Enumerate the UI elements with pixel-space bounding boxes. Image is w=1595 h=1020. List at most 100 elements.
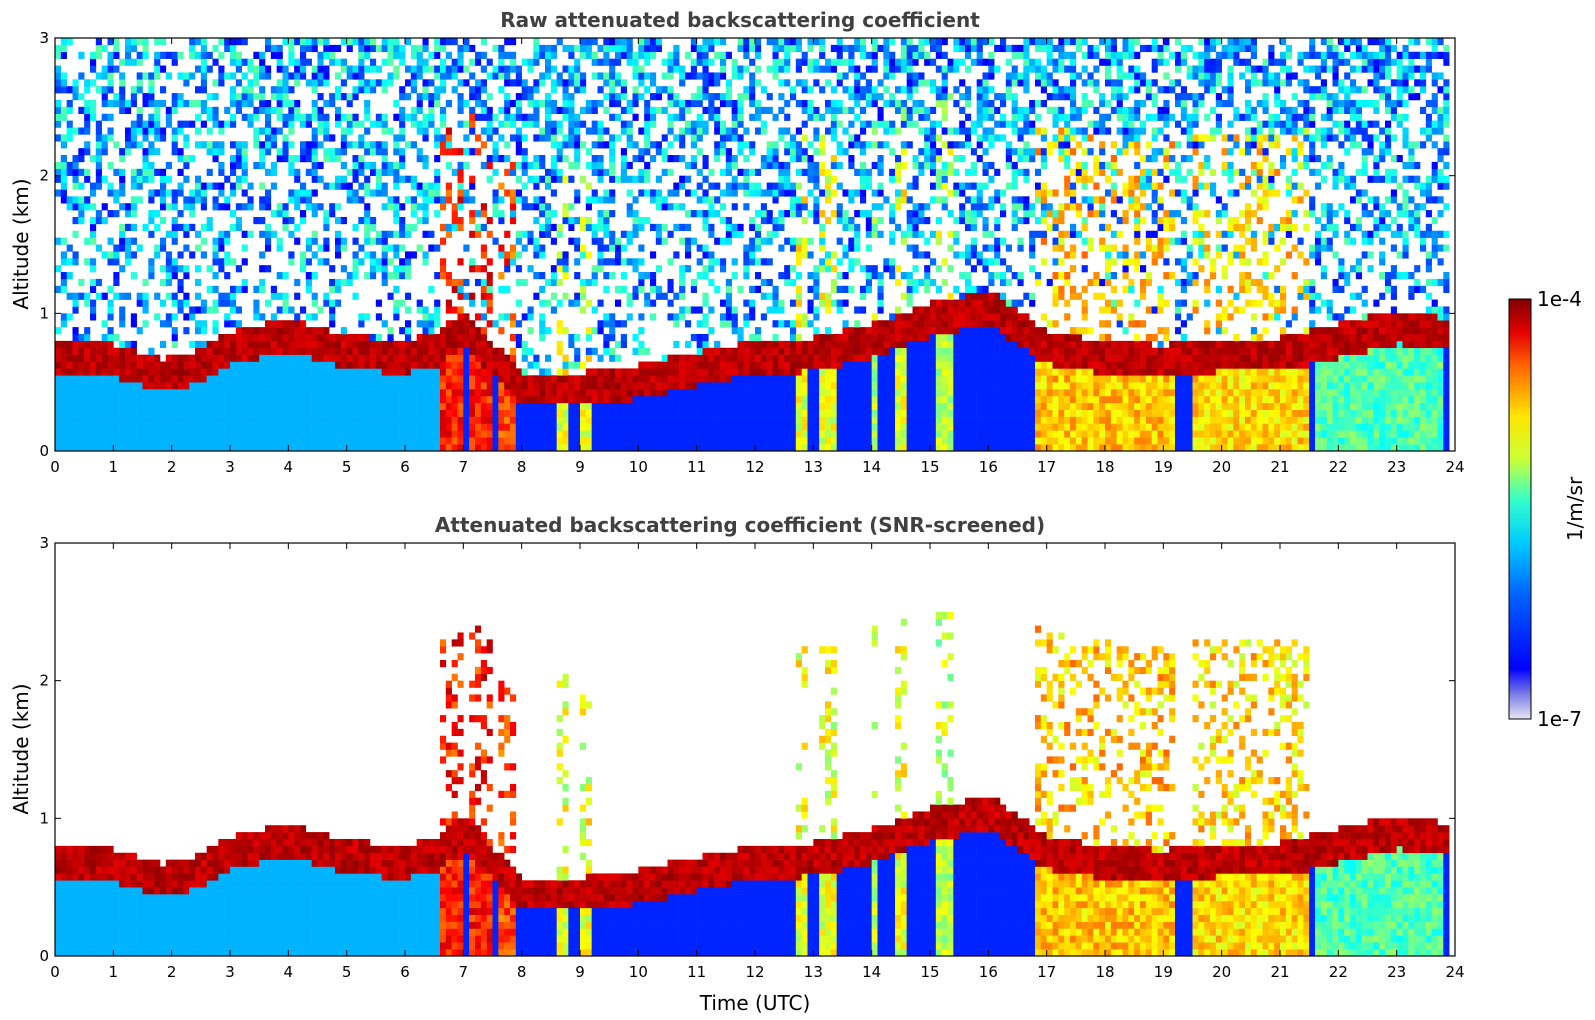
heatmap-cell [323, 79, 330, 87]
heatmap-cell [580, 292, 587, 300]
heatmap-cell [230, 44, 237, 53]
heatmap-cell [410, 44, 417, 53]
heatmap-cell [702, 395, 709, 404]
heatmap-cell [755, 237, 762, 245]
heatmap-cell [574, 437, 581, 445]
heatmap-cell [410, 354, 417, 362]
heatmap-cell [370, 265, 377, 273]
heatmap-cell [276, 127, 283, 135]
heatmap-cell [475, 389, 482, 397]
heatmap-cell [504, 106, 511, 115]
heatmap-cell [475, 382, 482, 390]
heatmap-cell [300, 437, 307, 445]
heatmap-cell [568, 299, 575, 307]
heatmap-cell [778, 375, 785, 383]
heatmap-cell [819, 258, 826, 266]
heatmap-cell [725, 395, 732, 404]
heatmap-cell [55, 382, 62, 390]
heatmap-cell [609, 189, 616, 197]
heatmap-cell [650, 409, 657, 417]
heatmap-cell [720, 203, 727, 211]
heatmap-cell [364, 79, 371, 87]
heatmap-cell [562, 389, 569, 397]
heatmap-cell [416, 368, 423, 376]
heatmap-cell [807, 437, 814, 445]
heatmap-cell [218, 423, 225, 431]
heatmap-cell [568, 51, 575, 59]
heatmap-cell [510, 402, 517, 410]
heatmap-cell [230, 285, 237, 293]
heatmap-cell [568, 127, 575, 135]
heatmap-cell [375, 265, 382, 273]
heatmap-cell [171, 141, 178, 149]
heatmap-cell [393, 416, 400, 424]
heatmap-cell [247, 354, 254, 362]
heatmap-cell [212, 113, 219, 121]
heatmap-cell [679, 141, 686, 149]
heatmap-cell [609, 313, 616, 321]
heatmap-cell [329, 437, 336, 445]
heatmap-cell [311, 333, 318, 342]
heatmap-cell [562, 258, 569, 266]
heatmap-cell [101, 444, 108, 452]
heatmap-cell [416, 148, 423, 156]
heatmap-cell [422, 189, 429, 197]
heatmap-cell [533, 161, 540, 170]
heatmap-cell [475, 340, 482, 349]
heatmap-cell [160, 134, 167, 142]
heatmap-cell [510, 216, 517, 225]
heatmap-cell [125, 258, 132, 266]
heatmap-cell [784, 189, 791, 197]
heatmap-cell [95, 361, 102, 369]
heatmap-cell [335, 93, 342, 101]
heatmap-cell [288, 168, 295, 176]
heatmap-cell [445, 278, 452, 287]
heatmap-cell [434, 347, 441, 355]
heatmap-cell [136, 79, 143, 87]
heatmap-cell [206, 127, 213, 135]
heatmap-cell [160, 375, 167, 383]
heatmap-cell [72, 168, 79, 176]
heatmap-cell [615, 430, 622, 438]
heatmap-cell [655, 44, 662, 53]
heatmap-cell [375, 258, 382, 266]
heatmap-cell [393, 354, 400, 362]
heatmap-cell [585, 416, 592, 424]
heatmap-cell [154, 382, 161, 390]
heatmap-cell [270, 430, 277, 438]
heatmap-cell [784, 113, 791, 121]
heatmap-cell [813, 265, 820, 273]
heatmap-cell [247, 347, 254, 355]
heatmap-cell [591, 38, 598, 46]
heatmap-cell [230, 333, 237, 342]
heatmap-cell [241, 99, 248, 108]
heatmap-cell [760, 210, 767, 218]
heatmap-cell [667, 99, 674, 108]
heatmap-cell [667, 389, 674, 397]
heatmap-cell [113, 65, 120, 73]
heatmap-cell [340, 340, 347, 349]
heatmap-cell [492, 196, 499, 204]
heatmap-cell [125, 340, 132, 349]
heatmap-cell [358, 38, 365, 46]
heatmap-cell [375, 182, 382, 190]
heatmap-cell [749, 395, 756, 404]
heatmap-cell [60, 251, 67, 259]
heatmap-cell [585, 430, 592, 438]
heatmap-cell [702, 189, 709, 197]
heatmap-cell [154, 134, 161, 142]
heatmap-cell [591, 168, 598, 176]
heatmap-cell [836, 148, 843, 156]
heatmap-cell [515, 416, 522, 424]
heatmap-cell [241, 409, 248, 417]
heatmap-cell [399, 223, 406, 232]
heatmap-cell [212, 120, 219, 128]
heatmap-cell [416, 320, 423, 328]
heatmap-cell [381, 382, 388, 390]
heatmap-cell [60, 161, 67, 170]
heatmap-cell [370, 65, 377, 73]
heatmap-cell [702, 244, 709, 252]
heatmap-cell [282, 354, 289, 362]
heatmap-cell [72, 444, 79, 452]
heatmap-cell [580, 437, 587, 445]
